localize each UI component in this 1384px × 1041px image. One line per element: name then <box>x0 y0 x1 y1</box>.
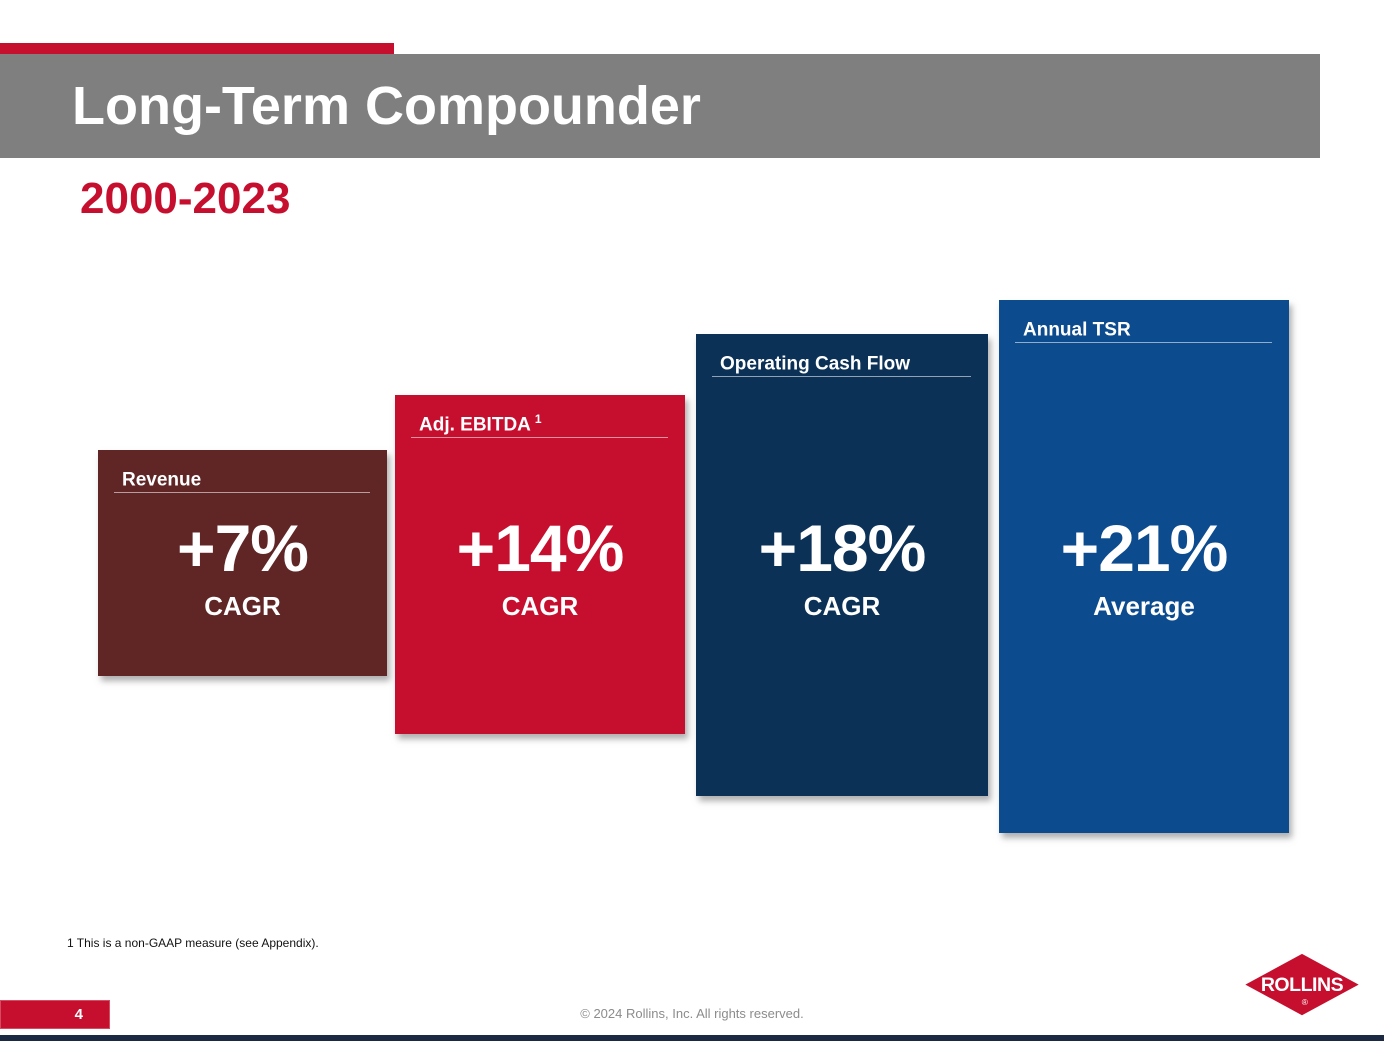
footnote: 1 This is a non-GAAP measure (see Append… <box>67 936 319 950</box>
metric-unit-label: CAGR <box>501 591 579 621</box>
rollins-diamond-icon: ROLLINS ® <box>1245 953 1359 1016</box>
metric-stat: +21% Average <box>999 515 1289 622</box>
metric-value: +14% <box>456 511 625 585</box>
page-title: Long-Term Compounder <box>72 76 701 136</box>
divider <box>114 492 370 493</box>
metric-stat: +18% CAGR <box>696 515 988 622</box>
divider <box>411 437 668 438</box>
rollins-logo: ROLLINS ® <box>1242 953 1362 1018</box>
footer-bar <box>0 1035 1384 1041</box>
metric-card-operating-cash-flow: Operating Cash Flow +18% CAGR <box>696 334 988 796</box>
metric-card-title: Adj. EBITDA 1 <box>419 412 542 436</box>
metric-card-title: Annual TSR <box>1023 319 1131 341</box>
divider <box>1015 342 1272 343</box>
metric-card-revenue: Revenue +7% CAGR <box>98 450 387 676</box>
metric-stat: +7% CAGR <box>98 515 387 622</box>
metric-unit-label: CAGR <box>204 591 281 621</box>
metric-unit-label: Average <box>1093 591 1195 621</box>
footnote-marker: 1 <box>534 412 542 426</box>
divider <box>712 376 971 377</box>
metric-value: +21% <box>1060 511 1229 585</box>
svg-text:®: ® <box>1302 997 1309 1007</box>
metric-stat: +14% CAGR <box>395 515 685 622</box>
copyright-text: © 2024 Rollins, Inc. All rights reserved… <box>580 1006 804 1021</box>
metric-unit-label: CAGR <box>803 591 881 621</box>
svg-text:ROLLINS: ROLLINS <box>1261 974 1344 996</box>
metric-card-title: Operating Cash Flow <box>720 353 911 375</box>
header-accent-bar <box>0 43 394 54</box>
metric-card-title: Revenue <box>122 469 202 491</box>
page-number-badge: 4 <box>0 1000 110 1029</box>
title-banner: Long-Term Compounder <box>0 54 1320 158</box>
metric-value: +18% <box>758 511 927 585</box>
metric-card-adj-ebitda: Adj. EBITDA 1 +14% CAGR <box>395 395 685 734</box>
metric-value: +7% <box>177 511 309 585</box>
metric-card-annual-tsr: Annual TSR +21% Average <box>999 300 1289 833</box>
date-range-subtitle: 2000-2023 <box>80 174 291 223</box>
